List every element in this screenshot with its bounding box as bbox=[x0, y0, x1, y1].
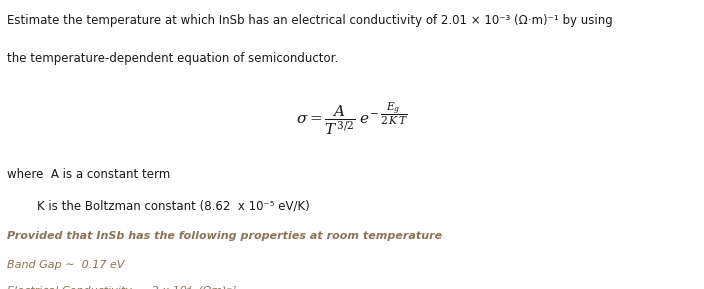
Text: $\sigma = \dfrac{A}{T^{3/2}}\;e^{-\,\dfrac{E_g}{2\,K\,T}}$: $\sigma = \dfrac{A}{T^{3/2}}\;e^{-\,\dfr… bbox=[296, 101, 408, 138]
Text: K is the Boltzman constant (8.62  x 10⁻⁵ eV/K): K is the Boltzman constant (8.62 x 10⁻⁵ … bbox=[7, 199, 310, 212]
Text: Provided that InSb has the following properties at room temperature: Provided that InSb has the following pro… bbox=[7, 231, 442, 241]
Text: the temperature-dependent equation of semiconductor.: the temperature-dependent equation of se… bbox=[7, 52, 339, 65]
Text: Estimate the temperature at which InSb has an electrical conductivity of 2.01 × : Estimate the temperature at which InSb h… bbox=[7, 14, 612, 27]
Text: Band Gap ∼  0.17 eV: Band Gap ∼ 0.17 eV bbox=[7, 260, 125, 270]
Text: Electrical Conductivity ∼  2 x 10⁴  (Ωm)⁻¹ ;: Electrical Conductivity ∼ 2 x 10⁴ (Ωm)⁻¹… bbox=[7, 286, 244, 289]
Text: where  A is a constant term: where A is a constant term bbox=[7, 168, 170, 181]
